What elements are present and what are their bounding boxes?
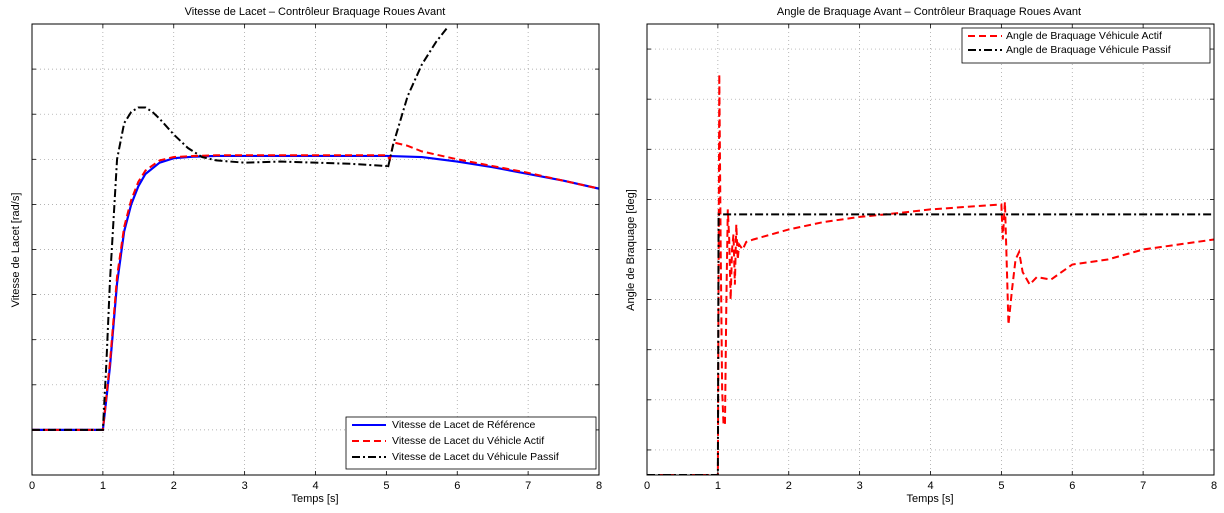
legend-box (345, 416, 597, 470)
series-lines (32, 27, 599, 431)
x-tick-label: 7 (1140, 480, 1146, 492)
y-axis-label: Vitesse de Lacet [rad/s] (10, 193, 22, 308)
x-tick-label: 4 (927, 480, 933, 492)
steering-angle-chart: Angle de Braquage Avant – Contrôleur Bra… (625, 6, 1217, 505)
legend-label: Vitesse de Lacet du Véhicule Passif (392, 451, 559, 463)
yaw-rate-chart: Vitesse de Lacet – Contrôleur Braquage R… (10, 6, 602, 505)
plot-frame (31, 23, 600, 476)
x-tick-label: 8 (596, 480, 602, 492)
x-tick-label: 6 (454, 480, 460, 492)
legend-label: Vitesse de Lacet du Véhicle Actif (392, 435, 544, 447)
series-line-2 (647, 213, 1214, 475)
x-tick-label: 5 (383, 480, 389, 492)
axis-ticks: 0 1 2 3 4 5 6 7 8 (29, 24, 602, 492)
x-tick-label: 5 (998, 480, 1004, 492)
axis-ticks: 0 1 2 3 4 5 6 7 8 (644, 24, 1217, 492)
x-tick-label: 1 (715, 480, 721, 492)
x-tick-label: 6 (1069, 480, 1075, 492)
chart-title: Angle de Braquage Avant – Contrôleur Bra… (777, 6, 1081, 18)
x-tick-label: 3 (242, 480, 248, 492)
series-line-2 (32, 141, 599, 431)
grid (32, 24, 599, 475)
chart-title: Vitesse de Lacet – Contrôleur Braquage R… (185, 6, 446, 18)
legend: Vitesse de Lacet de Référence Vitesse de … (345, 416, 597, 470)
x-tick-label: 2 (171, 480, 177, 492)
x-axis-label: Temps [s] (291, 493, 338, 505)
series-line-1 (647, 74, 1214, 475)
series-lines (647, 74, 1214, 475)
x-tick-label: 0 (29, 480, 35, 492)
series-line-3 (32, 27, 448, 431)
x-tick-label: 1 (100, 480, 106, 492)
y-axis-label: Angle de Braquage [deg] (625, 189, 637, 311)
x-tick-label: 4 (312, 480, 318, 492)
legend: Angle de Braquage Véhicule Actif Angle de… (961, 27, 1211, 64)
legend-box (961, 27, 1211, 64)
x-tick-label: 0 (644, 480, 650, 492)
legend-label: Vitesse de Lacet de Référence (392, 419, 536, 431)
x-axis-label: Temps [s] (906, 493, 953, 505)
x-tick-label: 8 (1211, 480, 1217, 492)
legend-label: Angle de Braquage Véhicule Passif (1006, 44, 1171, 56)
x-tick-label: 3 (857, 480, 863, 492)
legend-label: Angle de Braquage Véhicule Actif (1006, 30, 1162, 42)
x-tick-label: 2 (786, 480, 792, 492)
x-tick-label: 7 (525, 480, 531, 492)
